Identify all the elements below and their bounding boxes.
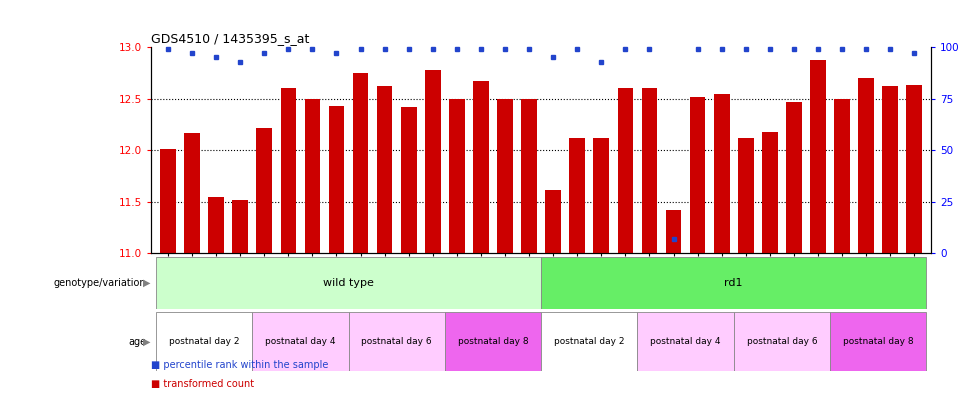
Bar (569, 138, 585, 253)
Bar (762, 132, 778, 253)
Bar (184, 133, 200, 253)
Text: postnatal day 8: postnatal day 8 (842, 338, 914, 346)
Bar (835, 99, 850, 253)
Bar (348, 312, 445, 371)
Text: age: age (128, 337, 146, 347)
Bar (545, 189, 561, 253)
Bar (401, 107, 416, 253)
Bar (304, 99, 320, 253)
Text: postnatal day 2: postnatal day 2 (169, 338, 239, 346)
Bar (666, 210, 682, 253)
Bar (449, 99, 465, 253)
Text: postnatal day 6: postnatal day 6 (362, 338, 432, 346)
Bar (858, 78, 874, 253)
Bar (445, 312, 541, 371)
Bar (689, 97, 706, 253)
Text: ■ percentile rank within the sample: ■ percentile rank within the sample (151, 360, 329, 370)
Bar (160, 149, 176, 253)
Bar (497, 99, 513, 253)
Text: genotype/variation: genotype/variation (54, 278, 146, 288)
Bar (738, 138, 754, 253)
Bar (425, 70, 441, 253)
Bar (281, 88, 296, 253)
Text: postnatal day 4: postnatal day 4 (650, 338, 721, 346)
Bar (882, 86, 898, 253)
Bar (541, 257, 926, 309)
Bar (714, 94, 729, 253)
Bar (522, 99, 537, 253)
Bar (473, 81, 488, 253)
Text: ▶: ▶ (142, 337, 150, 347)
Bar (734, 312, 830, 371)
Text: postnatal day 4: postnatal day 4 (265, 338, 335, 346)
Text: postnatal day 2: postnatal day 2 (554, 338, 625, 346)
Bar (256, 128, 272, 253)
Text: GDS4510 / 1435395_s_at: GDS4510 / 1435395_s_at (151, 31, 309, 44)
Bar (232, 200, 248, 253)
Bar (329, 106, 344, 253)
Text: rd1: rd1 (724, 278, 743, 288)
Bar (907, 85, 922, 253)
Text: ▶: ▶ (142, 278, 150, 288)
Bar (642, 88, 657, 253)
Bar (786, 102, 801, 253)
Bar (830, 312, 926, 371)
Bar (594, 138, 609, 253)
Bar (353, 73, 369, 253)
Text: wild type: wild type (323, 278, 374, 288)
Bar (156, 257, 541, 309)
Bar (209, 197, 224, 253)
Bar (541, 312, 638, 371)
Bar (376, 86, 393, 253)
Text: postnatal day 6: postnatal day 6 (747, 338, 817, 346)
Bar (156, 312, 253, 371)
Bar (638, 312, 734, 371)
Bar (810, 59, 826, 253)
Text: ■ transformed count: ■ transformed count (151, 379, 254, 389)
Bar (253, 312, 348, 371)
Text: postnatal day 8: postnatal day 8 (457, 338, 528, 346)
Bar (617, 88, 633, 253)
